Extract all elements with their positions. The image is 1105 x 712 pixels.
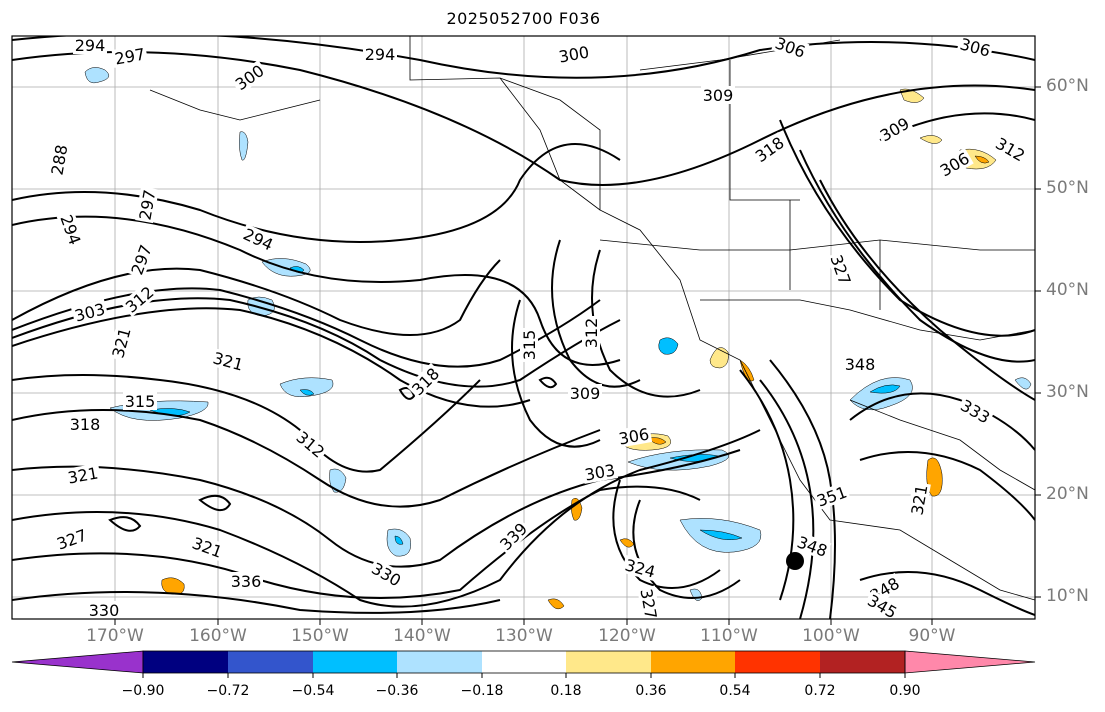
contour-label-text: 294	[75, 36, 106, 55]
shaded-field	[61, 67, 1032, 610]
contour-label-text: 309	[703, 86, 734, 105]
latitude-label: 60°N	[1046, 76, 1089, 96]
colorbar-segment	[820, 651, 905, 673]
contour-label-text: 330	[89, 601, 120, 620]
contour-label: 294	[363, 45, 397, 64]
longitude-label: 90°W	[908, 626, 956, 646]
contour-label: 306	[956, 36, 995, 61]
contour-label-text: 315	[125, 392, 156, 411]
contour-label: 327	[636, 585, 661, 619]
contour-label: 303	[70, 298, 109, 326]
contour-label-text: 315	[520, 330, 539, 361]
colorbar-segment	[566, 651, 651, 673]
contour-label: 312	[582, 316, 601, 350]
longitude-label: 150°W	[291, 626, 349, 646]
colorbar-extend-high	[904, 650, 1036, 674]
longitude-label: 130°W	[495, 626, 553, 646]
contour-label: 336	[229, 572, 263, 591]
axis-ticks	[114, 86, 1041, 625]
contour-lines	[12, 36, 1035, 619]
colorbar-segment	[313, 651, 397, 673]
contour-label-text: 336	[231, 572, 262, 591]
contour-label: 309	[568, 384, 602, 403]
contour-label: 315	[520, 328, 539, 362]
map-background	[12, 36, 1035, 619]
storm-marker	[786, 552, 804, 570]
contour-label: 309	[701, 86, 735, 105]
contour-label-text: 312	[582, 318, 601, 349]
colorbar-tick-label: 0.72	[804, 683, 836, 699]
contour-label-text: 294	[365, 45, 396, 64]
contour-label: 315	[123, 392, 157, 411]
colorbar-tick-label: −0.90	[121, 683, 165, 699]
contour-label-text: 318	[70, 415, 101, 434]
longitude-label: 140°W	[393, 626, 451, 646]
contour-label-text: 348	[845, 355, 876, 374]
contour-label: 318	[68, 415, 102, 434]
longitude-label: 160°W	[189, 626, 247, 646]
colorbar-tick-label: 0.54	[719, 683, 751, 699]
colorbar-tick-label: 0.90	[889, 683, 921, 699]
latitude-label: 10°N	[1046, 586, 1089, 606]
colorbar-tick-label: 0.36	[635, 683, 667, 699]
colorbar-segment	[735, 651, 820, 673]
longitude-label: 120°W	[598, 626, 656, 646]
latitude-label: 40°N	[1046, 280, 1089, 300]
colorbar-segment	[482, 651, 566, 673]
contour-label: 348	[843, 355, 877, 374]
colorbar-tick-label: −0.54	[291, 683, 335, 699]
latitude-label: 20°N	[1046, 484, 1089, 504]
colorbar	[11, 650, 1036, 678]
latitude-label: 30°N	[1046, 382, 1089, 402]
colorbar-segment	[228, 651, 313, 673]
colorbar-extend-low	[11, 650, 144, 674]
colorbar-tick-label: −0.72	[206, 683, 250, 699]
longitude-label: 170°W	[86, 626, 144, 646]
colorbar-tick-label: −0.36	[375, 683, 419, 699]
contour-label: 330	[87, 601, 121, 620]
colorbar-tick-label: −0.18	[460, 683, 504, 699]
contour-label: 294	[73, 36, 107, 55]
longitude-label: 100°W	[802, 626, 860, 646]
contour-label: 297	[135, 186, 160, 224]
colorbar-tick-label: 0.18	[550, 683, 582, 699]
latitude-label: 50°N	[1046, 178, 1089, 198]
colorbar-segment	[651, 651, 735, 673]
colorbar-frame	[142, 650, 906, 674]
contour-label-text: 309	[570, 384, 601, 403]
map-title: 2025052700 F036	[446, 9, 601, 28]
colorbar-segment	[143, 651, 228, 673]
longitude-label: 110°W	[700, 626, 758, 646]
contour-label: 321	[907, 481, 932, 519]
colorbar-segment	[397, 651, 482, 673]
